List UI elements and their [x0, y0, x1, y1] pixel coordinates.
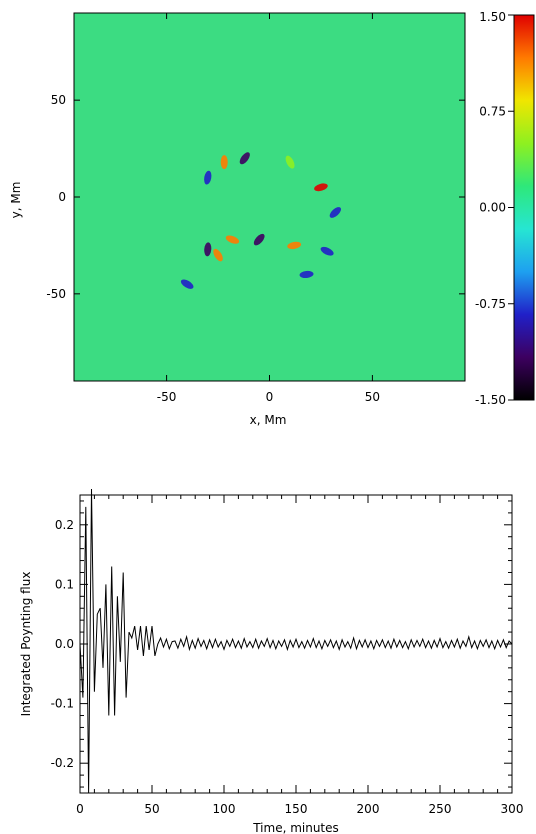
heatmap-features — [180, 152, 342, 289]
poynting-flux-line — [79, 488, 513, 794]
colorbar-tick-label: 0.75 — [479, 104, 506, 118]
line-chart-x-tick-label: 50 — [144, 802, 159, 816]
line-chart-x-tick-label: 150 — [285, 802, 308, 816]
heatmap-x-tick-label: 50 — [365, 390, 380, 404]
colorbar-tick-label: 0.00 — [479, 201, 506, 215]
heatmap-feature — [220, 155, 228, 170]
colorbar-ticks: 1.50 0.75 0.00 -0.75 -1.50 — [475, 10, 514, 407]
heatmap-feature — [320, 246, 334, 256]
line-chart-y-ticks: -0.2 -0.1 0.0 0.1 0.2 — [51, 500, 512, 788]
line-chart-y-tick-label: 0.1 — [55, 577, 74, 591]
heatmap-x-ticks: -50 0 50 — [157, 13, 380, 404]
line-chart-y-axis-label: Integrated Poynting flux — [19, 572, 33, 717]
heatmap-y-tick-label: -50 — [46, 287, 66, 301]
heatmap-feature — [204, 242, 212, 257]
heatmap-background — [74, 13, 465, 381]
line-chart-x-tick-label: 300 — [501, 802, 524, 816]
heatmap-feature — [225, 235, 240, 244]
colorbar-tick-label: -0.75 — [475, 297, 506, 311]
line-chart-y-tick-label: 0.2 — [55, 518, 74, 532]
heatmap-feature — [239, 152, 250, 165]
line-chart-y-tick-label: -0.2 — [51, 756, 74, 770]
line-chart-x-tick-label: 200 — [357, 802, 380, 816]
heatmap-feature — [314, 183, 328, 192]
line-chart-frame — [79, 494, 513, 794]
heatmap-feature — [285, 155, 295, 169]
colorbar: 1.50 0.75 0.00 -0.75 -1.50 — [475, 10, 535, 407]
heatmap-y-tick-label: 50 — [51, 93, 66, 107]
heatmap-feature — [287, 241, 302, 250]
heatmap-feature — [299, 270, 314, 279]
heatmap-y-ticks: 50 0 -50 — [46, 93, 465, 301]
heatmap-y-tick-label: 0 — [58, 190, 66, 204]
heatmap-x-tick-label: -50 — [157, 390, 177, 404]
line-chart-y-tick-label: -0.1 — [51, 697, 74, 711]
heatmap-x-axis-label: x, Mm — [250, 413, 287, 427]
heatmap-panel: -50 0 50 50 0 -50 x, Mm y, Mm — [9, 12, 466, 427]
heatmap-y-axis-label: y, Mm — [9, 182, 23, 219]
colorbar-bar — [513, 14, 535, 401]
line-chart-x-tick-label: 0 — [76, 802, 84, 816]
colorbar-tick-label: 1.50 — [479, 10, 506, 24]
line-chart-x-axis-label: Time, minutes — [252, 821, 339, 834]
line-chart-x-tick-label: 250 — [429, 802, 452, 816]
line-chart-x-tick-label: 100 — [213, 802, 236, 816]
heatmap-feature — [253, 233, 265, 246]
heatmap-feature — [213, 248, 223, 262]
heatmap-feature — [329, 207, 342, 218]
line-chart-panel: 0 50 100 150 200 250 300 -0.2 -0.1 0.0 0.1 0.2 Tim… — [19, 488, 523, 834]
heatmap-x-tick-label: 0 — [266, 390, 274, 404]
line-chart-x-ticks: 0 50 100 150 200 250 300 — [76, 495, 523, 816]
heatmap-feature — [180, 279, 194, 289]
colorbar-tick-label: -1.50 — [475, 393, 506, 407]
line-chart-y-tick-label: 0.0 — [55, 637, 74, 651]
heatmap-feature — [204, 170, 212, 185]
